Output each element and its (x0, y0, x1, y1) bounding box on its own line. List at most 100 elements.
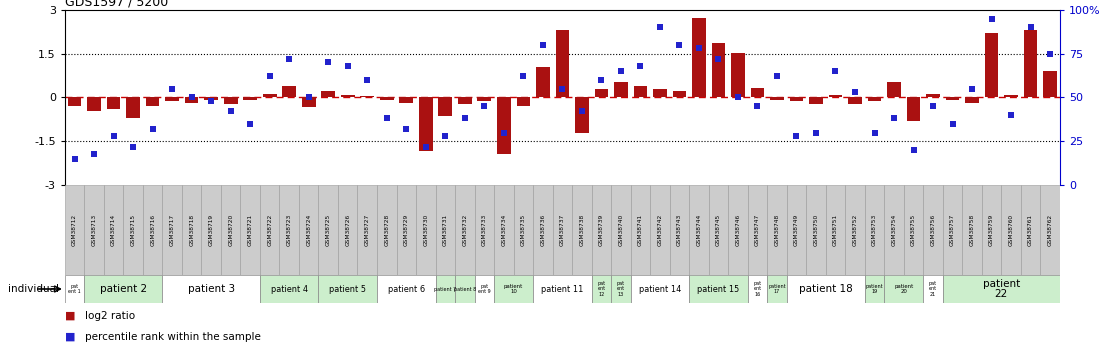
Bar (888, 82, 901, 98)
Text: GSM38752: GSM38752 (853, 214, 858, 246)
Bar (182, 185, 201, 275)
Bar (436, 185, 455, 275)
Bar (338, 185, 358, 275)
Bar (612, 275, 631, 303)
Text: GSM38760: GSM38760 (1008, 214, 1014, 246)
Bar (224, 98, 237, 104)
Bar (946, 98, 959, 100)
Bar (1004, 95, 1017, 98)
Text: GSM38722: GSM38722 (267, 214, 272, 246)
Bar (750, 88, 765, 98)
Bar (923, 275, 942, 303)
Bar (651, 185, 670, 275)
Bar (319, 185, 338, 275)
Text: GSM38723: GSM38723 (286, 214, 292, 246)
Bar (321, 91, 335, 98)
Text: GSM38740: GSM38740 (618, 214, 624, 246)
Bar (360, 96, 375, 98)
Text: GSM38726: GSM38726 (345, 214, 350, 246)
Text: individual: individual (8, 284, 59, 294)
Text: GSM38749: GSM38749 (794, 214, 799, 246)
Bar (942, 275, 1060, 303)
Text: GSM38734: GSM38734 (501, 214, 506, 246)
Bar (533, 275, 591, 303)
Bar (455, 275, 474, 303)
Bar (436, 275, 455, 303)
Text: GSM38717: GSM38717 (170, 214, 174, 246)
Text: GSM38753: GSM38753 (872, 214, 877, 246)
Text: GSM38746: GSM38746 (736, 214, 740, 246)
Text: GSM38750: GSM38750 (814, 214, 818, 246)
Bar (556, 30, 569, 98)
Bar (864, 275, 884, 303)
Bar (299, 185, 319, 275)
Bar (123, 185, 143, 275)
Text: pat
ent 9: pat ent 9 (479, 284, 491, 294)
Bar (319, 275, 377, 303)
Bar (591, 185, 612, 275)
Bar (260, 275, 319, 303)
Text: GSM38721: GSM38721 (248, 214, 253, 246)
Text: GSM38748: GSM38748 (775, 214, 779, 246)
Text: GSM38758: GSM38758 (969, 214, 975, 246)
Text: patient 11: patient 11 (541, 285, 584, 294)
Bar (162, 185, 182, 275)
Bar (221, 185, 240, 275)
Bar (399, 98, 413, 103)
Bar (84, 275, 162, 303)
Bar (494, 185, 513, 275)
Text: GSM38759: GSM38759 (989, 214, 994, 246)
Text: GSM38728: GSM38728 (385, 214, 389, 246)
Text: pat
ent
12: pat ent 12 (597, 281, 606, 297)
Bar (240, 185, 260, 275)
Text: GSM38754: GSM38754 (891, 214, 897, 246)
Bar (87, 98, 101, 111)
Bar (126, 98, 140, 118)
Text: GSM38744: GSM38744 (697, 214, 701, 246)
Bar (868, 98, 881, 101)
Text: GSM38741: GSM38741 (638, 214, 643, 246)
Bar (494, 275, 533, 303)
Bar (377, 275, 436, 303)
Bar (536, 67, 550, 98)
Text: GSM38747: GSM38747 (755, 214, 760, 246)
Bar (612, 185, 631, 275)
Bar (926, 94, 940, 98)
Bar (438, 98, 452, 116)
Bar (477, 98, 491, 101)
Bar (302, 98, 315, 107)
Bar (653, 89, 666, 98)
Bar (104, 185, 123, 275)
Bar (1002, 185, 1021, 275)
Bar (84, 185, 104, 275)
Bar (65, 185, 84, 275)
Text: ■: ■ (65, 310, 75, 321)
Bar (65, 275, 84, 303)
Bar (709, 185, 728, 275)
Text: GSM38729: GSM38729 (404, 214, 409, 246)
Text: GSM38761: GSM38761 (1029, 214, 1033, 246)
Bar (789, 98, 804, 101)
Bar (458, 98, 472, 104)
Bar (474, 275, 494, 303)
Bar (828, 95, 842, 98)
Bar (575, 98, 589, 133)
Text: GSM38756: GSM38756 (930, 214, 936, 246)
Text: GSM38745: GSM38745 (716, 214, 721, 246)
Bar (907, 98, 920, 121)
Text: patient 5: patient 5 (329, 285, 367, 294)
Text: GSM38725: GSM38725 (325, 214, 331, 246)
Bar (923, 185, 942, 275)
Bar (455, 185, 474, 275)
Bar (474, 185, 494, 275)
Bar (673, 91, 686, 98)
Text: patient 7: patient 7 (434, 286, 456, 292)
Text: patient
22: patient 22 (983, 279, 1020, 299)
Text: percentile rank within the sample: percentile rank within the sample (85, 332, 260, 342)
Bar (670, 185, 689, 275)
Bar (985, 33, 998, 98)
Bar (263, 94, 276, 98)
Bar (419, 98, 433, 151)
Bar (1041, 185, 1060, 275)
Text: GSM38735: GSM38735 (521, 214, 525, 246)
